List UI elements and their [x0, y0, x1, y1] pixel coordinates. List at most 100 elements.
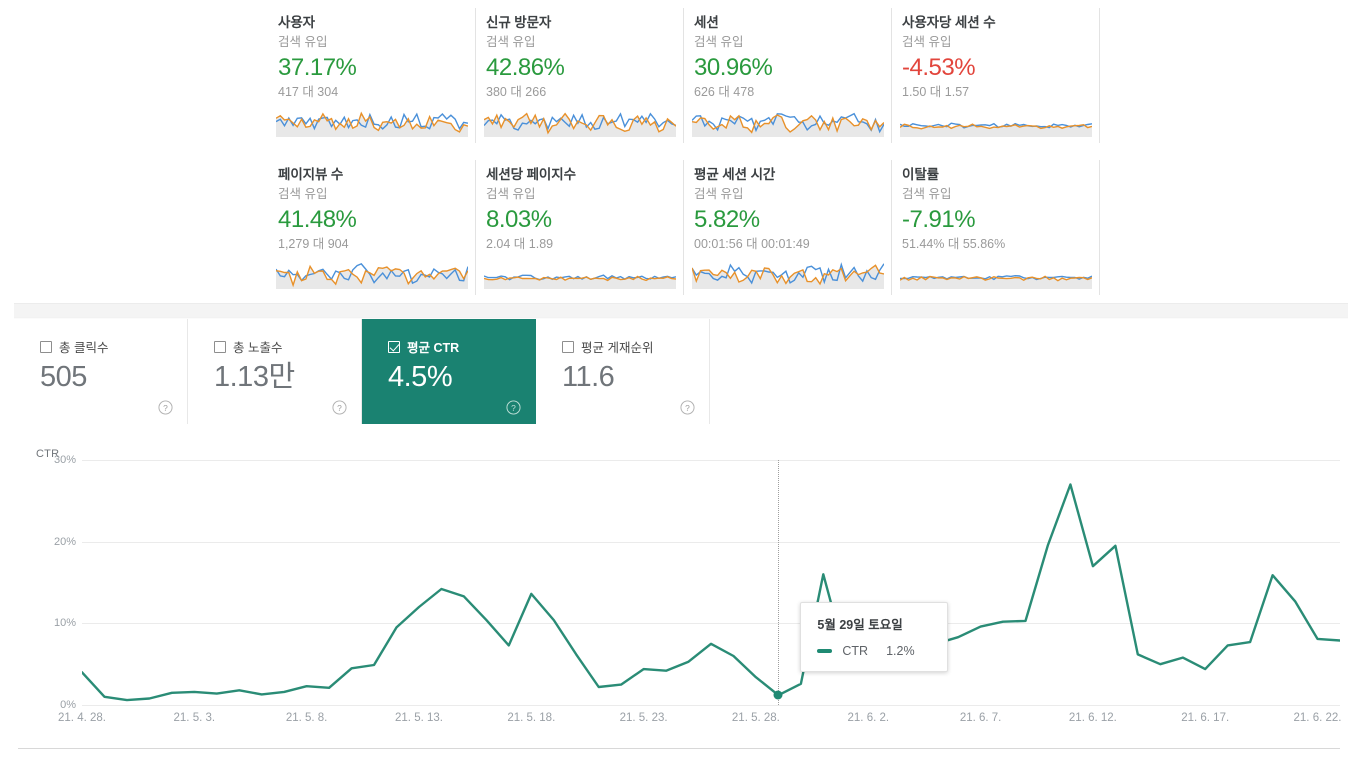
y-axis-tick-label: 30%	[53, 454, 76, 466]
x-axis-tick-label: 21. 6. 2.	[847, 712, 890, 724]
y-axis-labels: 0% 10% 20% 30%	[32, 424, 76, 734]
card-title: 사용자	[278, 15, 315, 30]
tile-header[interactable]: 평균 게재순위	[562, 337, 653, 356]
checkbox-unchecked-icon[interactable]	[214, 340, 226, 353]
card-comparison: 626 대 478	[694, 85, 755, 99]
checkbox-unchecked-icon[interactable]	[40, 340, 52, 353]
card-segment: 검색 유입	[902, 187, 952, 201]
card-comparison: 1.50 대 1.57	[902, 85, 970, 99]
x-axis-tick-label: 21. 6. 7.	[959, 712, 1002, 724]
analytics-metric-card[interactable]: 페이지뷰 수 검색 유입 41.48% 1,279 대 904	[268, 160, 476, 295]
svg-text:?: ?	[337, 403, 342, 413]
y-axis-title: CTR	[36, 448, 60, 460]
card-title: 사용자당 세션 수	[902, 15, 996, 30]
card-title: 신규 방문자	[486, 15, 552, 30]
search-console-metric-tiles: 총 클릭수 505 ? 총 노출수 1.13만 ? 평균 CTR 4.5%	[14, 319, 1348, 424]
grid-line	[82, 623, 1340, 625]
sparkline-svg	[483, 274, 677, 289]
sparkline-svg	[899, 274, 1093, 289]
grid-line	[82, 705, 1340, 706]
card-title: 세션	[694, 15, 719, 30]
chart-tooltip: 5월 29일 토요일 CTR 1.2%	[800, 602, 949, 672]
analytics-metric-card[interactable]: 사용자 검색 유입 37.17% 417 대 304	[268, 8, 476, 143]
card-title: 페이지뷰 수	[278, 167, 344, 182]
x-axis-tick-label: 21. 4. 28.	[58, 712, 106, 724]
card-segment: 검색 유입	[486, 35, 536, 49]
help-circle-icon[interactable]: ?	[506, 400, 521, 415]
svg-text:?: ?	[511, 403, 516, 413]
y-axis-tick-label: 0%	[60, 699, 76, 711]
search-console-tile-3[interactable]: 평균 CTR 4.5% ?	[362, 319, 536, 424]
analytics-metric-card[interactable]: 사용자당 세션 수 검색 유입 -4.53% 1.50 대 1.57	[892, 8, 1100, 143]
card-sparkline	[275, 101, 469, 137]
card-delta: 5.82%	[694, 206, 760, 233]
sparkline-svg	[275, 263, 469, 289]
card-comparison: 00:01:56 대 00:01:49	[694, 237, 810, 251]
help-circle-icon[interactable]: ?	[680, 400, 695, 415]
card-delta: 8.03%	[486, 206, 552, 233]
tooltip-series-row: CTR 1.2%	[817, 644, 929, 658]
card-comparison: 2.04 대 1.89	[486, 237, 554, 251]
analytics-metric-card[interactable]: 세션당 페이지수 검색 유입 8.03% 2.04 대 1.89	[476, 160, 684, 295]
chart-cursor-point	[773, 690, 783, 700]
tile-value: 11.6	[562, 361, 615, 393]
card-delta: 41.48%	[278, 206, 357, 233]
card-sparkline	[691, 253, 885, 289]
card-segment: 검색 유입	[902, 35, 952, 49]
card-sparkline	[899, 253, 1093, 289]
bottom-divider	[18, 748, 1340, 749]
sparkline-svg	[899, 122, 1093, 137]
card-comparison: 380 대 266	[486, 85, 547, 99]
card-comparison: 1,279 대 904	[278, 237, 349, 251]
x-axis-labels: 21. 4. 28. 21. 5. 3. 21. 5. 8. 21. 5. 13. 21…	[58, 712, 1341, 732]
card-delta: 37.17%	[278, 54, 357, 81]
card-delta: 42.86%	[486, 54, 565, 81]
analytics-metric-card[interactable]: 평균 세션 시간 검색 유입 5.82% 00:01:56 대 00:01:49	[684, 160, 892, 295]
x-axis-tick-label: 21. 5. 18.	[507, 712, 556, 724]
card-comparison: 51.44% 대 55.86%	[902, 237, 1006, 251]
tile-header[interactable]: 총 노출수	[214, 337, 282, 356]
card-sparkline	[691, 101, 885, 137]
y-axis-tick-label: 10%	[53, 617, 76, 630]
search-console-tile-4[interactable]: 평균 게재순위 11.6 ?	[536, 319, 710, 424]
help-circle-icon[interactable]: ?	[332, 400, 347, 415]
tooltip-series-name: CTR	[842, 644, 869, 658]
sparkline-svg	[691, 112, 885, 137]
analytics-metric-card[interactable]: 신규 방문자 검색 유입 42.86% 380 대 266	[476, 8, 684, 143]
card-title: 세션당 페이지수	[486, 167, 576, 182]
tile-header[interactable]: 총 클릭수	[40, 337, 108, 356]
analytics-metric-card[interactable]: 세션 검색 유입 30.96% 626 대 478	[684, 8, 892, 143]
chart-cursor-line	[778, 460, 780, 705]
tile-header[interactable]: 평균 CTR	[388, 337, 459, 356]
card-delta: -7.91%	[902, 206, 976, 233]
checkbox-checked-icon[interactable]	[388, 340, 400, 353]
tile-label: 평균 CTR	[407, 341, 460, 355]
analytics-metric-cards-section: 사용자 검색 유입 37.17% 417 대 304 신규 방문자 검색 유입 …	[0, 0, 1362, 295]
x-axis-tick-label: 21. 5. 28.	[731, 712, 780, 724]
tile-label: 총 노출수	[233, 341, 283, 355]
card-title: 이탈률	[902, 167, 939, 182]
card-sparkline	[483, 101, 677, 137]
card-segment: 검색 유입	[694, 187, 744, 201]
tiles-empty-space	[710, 319, 1348, 424]
x-axis-tick-label: 21. 5. 13.	[395, 712, 443, 724]
x-axis-tick-label: 21. 6. 17.	[1181, 712, 1230, 724]
search-console-tile-2[interactable]: 총 노출수 1.13만 ?	[188, 319, 362, 424]
help-circle-icon[interactable]: ?	[158, 400, 173, 415]
card-sparkline	[483, 253, 677, 289]
section-divider-shadow	[14, 317, 1348, 319]
y-axis-tick-label: 20%	[53, 535, 76, 548]
search-console-tile-1[interactable]: 총 클릭수 505 ?	[14, 319, 188, 424]
x-axis-tick-label: 21. 5. 3.	[173, 712, 216, 724]
card-segment: 검색 유입	[486, 187, 536, 201]
tile-label: 총 클릭수	[59, 341, 109, 355]
checkbox-unchecked-icon[interactable]	[562, 340, 574, 353]
card-title: 평균 세션 시간	[694, 167, 776, 182]
analytics-metric-card[interactable]: 이탈률 검색 유입 -7.91% 51.44% 대 55.86%	[892, 160, 1100, 295]
ctr-line-chart: CTR 0% 10% 20% 30% 5월 29일 토요일 CTR 1.2% 21. …	[14, 424, 1348, 734]
card-sparkline	[275, 253, 469, 289]
chart-plot-area[interactable]: 5월 29일 토요일 CTR 1.2%	[82, 460, 1340, 706]
card-segment: 검색 유입	[694, 35, 744, 49]
x-axis-tick-label: 21. 5. 23.	[619, 712, 668, 724]
